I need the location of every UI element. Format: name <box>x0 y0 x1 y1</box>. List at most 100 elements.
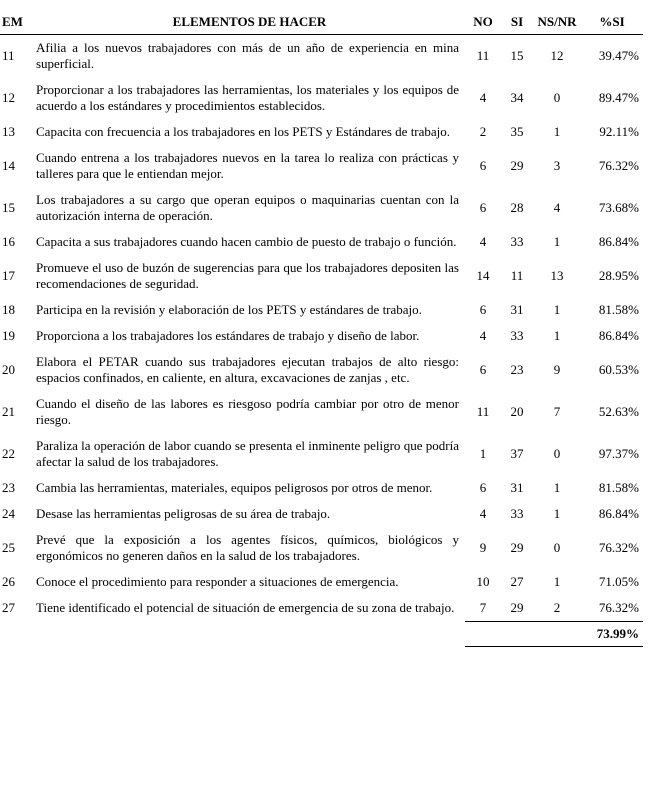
cell-element: Promueve el uso de buzón de sugerencias … <box>34 255 465 297</box>
cell-no: 6 <box>465 475 501 501</box>
cell-si: 11 <box>501 255 533 297</box>
cell-item: 13 <box>0 119 34 145</box>
header-row: EM ELEMENTOS DE HACER NO SI NS/NR %SI <box>0 10 643 35</box>
table-row: 20Elabora el PETAR cuando sus trabajador… <box>0 349 643 391</box>
cell-no: 6 <box>465 349 501 391</box>
cell-element: Cambia las herramientas, materiales, equ… <box>34 475 465 501</box>
cell-element: Paraliza la operación de labor cuando se… <box>34 433 465 475</box>
cell-nsnr: 4 <box>533 187 581 229</box>
cell-si: 20 <box>501 391 533 433</box>
cell-no: 6 <box>465 145 501 187</box>
cell-si: 27 <box>501 569 533 595</box>
cell-item: 25 <box>0 527 34 569</box>
cell-element: Cuando el diseño de las labores es riesg… <box>34 391 465 433</box>
cell-no: 11 <box>465 391 501 433</box>
cell-item: 23 <box>0 475 34 501</box>
cell-nsnr: 9 <box>533 349 581 391</box>
cell-si: 34 <box>501 77 533 119</box>
table-row: 17Promueve el uso de buzón de sugerencia… <box>0 255 643 297</box>
cell-item: 26 <box>0 569 34 595</box>
table-row: 26Conoce el procedimiento para responder… <box>0 569 643 595</box>
cell-element: Capacita a sus trabajadores cuando hacen… <box>34 229 465 255</box>
cell-element: Los trabajadores a su cargo que operan e… <box>34 187 465 229</box>
table-row: 18Participa en la revisión y elaboración… <box>0 297 643 323</box>
cell-item: 15 <box>0 187 34 229</box>
cell-si: 23 <box>501 349 533 391</box>
table-row: 15Los trabajadores a su cargo que operan… <box>0 187 643 229</box>
cell-pct: 76.32% <box>581 595 643 622</box>
cell-item: 18 <box>0 297 34 323</box>
cell-element: Cuando entrena a los trabajadores nuevos… <box>34 145 465 187</box>
cell-element: Capacita con frecuencia a los trabajador… <box>34 119 465 145</box>
cell-nsnr: 1 <box>533 323 581 349</box>
table-row: 21Cuando el diseño de las labores es rie… <box>0 391 643 433</box>
cell-nsnr: 1 <box>533 475 581 501</box>
cell-nsnr: 3 <box>533 145 581 187</box>
cell-no: 1 <box>465 433 501 475</box>
cell-item: 21 <box>0 391 34 433</box>
cell-nsnr: 1 <box>533 501 581 527</box>
cell-nsnr: 7 <box>533 391 581 433</box>
cell-element: Prevé que la exposición a los agentes fí… <box>34 527 465 569</box>
cell-pct: 81.58% <box>581 475 643 501</box>
cell-pct: 89.47% <box>581 77 643 119</box>
cell-item: 22 <box>0 433 34 475</box>
cell-item: 20 <box>0 349 34 391</box>
cell-si: 31 <box>501 475 533 501</box>
cell-element: Participa en la revisión y elaboración d… <box>34 297 465 323</box>
table-row: 11Afilia a los nuevos trabajadores con m… <box>0 35 643 78</box>
cell-no: 2 <box>465 119 501 145</box>
cell-nsnr: 1 <box>533 569 581 595</box>
cell-si: 37 <box>501 433 533 475</box>
cell-nsnr: 1 <box>533 119 581 145</box>
cell-no: 4 <box>465 501 501 527</box>
cell-nsnr: 0 <box>533 527 581 569</box>
cell-item: 12 <box>0 77 34 119</box>
cell-no: 6 <box>465 297 501 323</box>
header-no: NO <box>465 10 501 35</box>
table-row: 22Paraliza la operación de labor cuando … <box>0 433 643 475</box>
cell-no: 10 <box>465 569 501 595</box>
cell-no: 6 <box>465 187 501 229</box>
cell-item: 24 <box>0 501 34 527</box>
cell-item: 19 <box>0 323 34 349</box>
cell-pct: 92.11% <box>581 119 643 145</box>
cell-element: Proporcionar a los trabajadores las herr… <box>34 77 465 119</box>
cell-pct: 81.58% <box>581 297 643 323</box>
cell-si: 33 <box>501 501 533 527</box>
cell-no: 7 <box>465 595 501 622</box>
cell-si: 33 <box>501 323 533 349</box>
cell-pct: 76.32% <box>581 527 643 569</box>
cell-element: Proporciona a los trabajadores los están… <box>34 323 465 349</box>
header-item: EM <box>0 10 34 35</box>
cell-si: 15 <box>501 35 533 78</box>
cell-si: 29 <box>501 595 533 622</box>
table-row: 24Desase las herramientas peligrosas de … <box>0 501 643 527</box>
cell-pct: 71.05% <box>581 569 643 595</box>
cell-si: 29 <box>501 527 533 569</box>
cell-nsnr: 1 <box>533 229 581 255</box>
elements-table: EM ELEMENTOS DE HACER NO SI NS/NR %SI 11… <box>0 10 643 647</box>
table-row: 27Tiene identificado el potencial de sit… <box>0 595 643 622</box>
cell-nsnr: 1 <box>533 297 581 323</box>
cell-pct: 86.84% <box>581 323 643 349</box>
table-row: 19Proporciona a los trabajadores los est… <box>0 323 643 349</box>
cell-nsnr: 0 <box>533 433 581 475</box>
footer-total: 73.99% <box>465 622 643 647</box>
cell-nsnr: 13 <box>533 255 581 297</box>
footer-spacer <box>0 622 465 647</box>
cell-pct: 76.32% <box>581 145 643 187</box>
cell-element: Afilia a los nuevos trabajadores con más… <box>34 35 465 78</box>
cell-no: 4 <box>465 229 501 255</box>
cell-no: 4 <box>465 323 501 349</box>
header-pct: %SI <box>581 10 643 35</box>
cell-si: 35 <box>501 119 533 145</box>
table-body: 11Afilia a los nuevos trabajadores con m… <box>0 35 643 622</box>
cell-element: Conoce el procedimiento para responder a… <box>34 569 465 595</box>
table-row: 13Capacita con frecuencia a los trabajad… <box>0 119 643 145</box>
cell-element: Desase las herramientas peligrosas de su… <box>34 501 465 527</box>
cell-item: 17 <box>0 255 34 297</box>
cell-pct: 28.95% <box>581 255 643 297</box>
cell-element: Elabora el PETAR cuando sus trabajadores… <box>34 349 465 391</box>
table-row: 25Prevé que la exposición a los agentes … <box>0 527 643 569</box>
